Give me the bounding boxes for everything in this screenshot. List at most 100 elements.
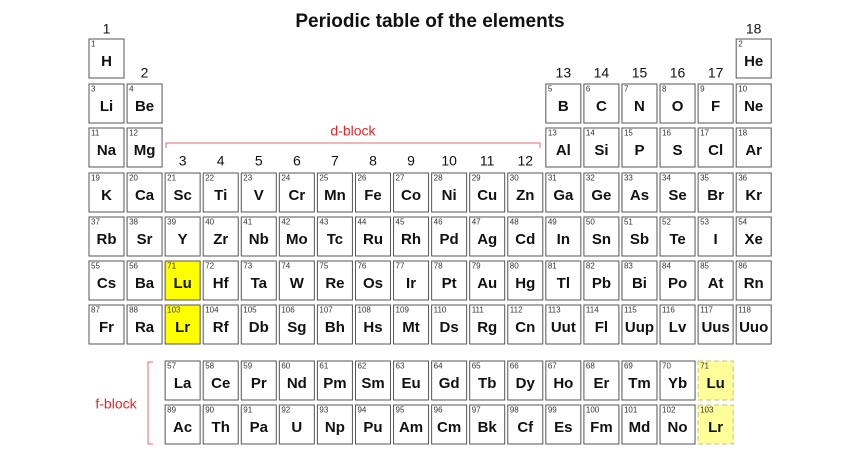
element-cell bbox=[240, 360, 277, 401]
element-symbol: Fm bbox=[590, 419, 613, 436]
atomic-number: 20 bbox=[129, 174, 138, 183]
atomic-number: 88 bbox=[129, 306, 138, 315]
element-cell bbox=[278, 360, 315, 401]
element-cell bbox=[583, 260, 620, 301]
atomic-number: 102 bbox=[662, 406, 676, 415]
element-symbol: Mo bbox=[286, 231, 308, 248]
element-cell bbox=[545, 360, 582, 401]
atomic-number: 109 bbox=[396, 306, 410, 315]
atomic-number: 9 bbox=[700, 85, 705, 94]
atomic-number: 46 bbox=[434, 218, 443, 227]
atomic-number: 116 bbox=[662, 306, 675, 315]
element-cell bbox=[583, 127, 620, 168]
atomic-number: 112 bbox=[510, 306, 523, 315]
element-symbol: Pu bbox=[363, 419, 382, 436]
atomic-number: 34 bbox=[662, 174, 671, 183]
element-cell bbox=[316, 216, 353, 257]
atomic-number: 11 bbox=[91, 129, 100, 138]
atomic-number: 100 bbox=[586, 406, 600, 415]
element-symbol: Be bbox=[135, 98, 154, 115]
atomic-number: 96 bbox=[434, 406, 443, 415]
group-number: 2 bbox=[141, 65, 149, 81]
element-symbol: Nd bbox=[287, 375, 307, 392]
atomic-number: 54 bbox=[738, 218, 747, 227]
element-cell bbox=[354, 360, 391, 401]
element-cell bbox=[393, 304, 430, 345]
atomic-number: 17 bbox=[700, 129, 709, 138]
atomic-number: 38 bbox=[129, 218, 138, 227]
element-cell bbox=[735, 216, 772, 257]
element-cell bbox=[393, 260, 430, 301]
element-symbol: Np bbox=[325, 419, 345, 436]
element-symbol: Zn bbox=[516, 187, 534, 204]
d-block-label: d-block bbox=[330, 123, 376, 139]
d-block-bracket bbox=[165, 142, 541, 148]
atomic-number: 66 bbox=[510, 362, 519, 371]
element-cell bbox=[697, 127, 734, 168]
element-cell bbox=[507, 360, 544, 401]
atomic-number: 32 bbox=[586, 174, 595, 183]
element-symbol: Ga bbox=[553, 187, 574, 204]
element-symbol: Uup bbox=[625, 319, 654, 336]
element-cell bbox=[202, 216, 239, 257]
atomic-number: 56 bbox=[129, 262, 138, 271]
element-symbol: Uut bbox=[551, 319, 576, 336]
element-symbol: Y bbox=[178, 231, 188, 248]
atomic-number: 108 bbox=[357, 306, 371, 315]
atomic-number: 29 bbox=[472, 174, 481, 183]
atomic-number: 47 bbox=[472, 218, 481, 227]
element-cell bbox=[240, 216, 277, 257]
element-cell bbox=[393, 216, 430, 257]
element-cell bbox=[583, 360, 620, 401]
element-symbol: P bbox=[634, 142, 644, 159]
atomic-number: 91 bbox=[243, 406, 252, 415]
element-cell bbox=[583, 304, 620, 345]
element-symbol: Si bbox=[594, 142, 608, 159]
element-symbol: Cd bbox=[515, 231, 535, 248]
atomic-number: 89 bbox=[167, 406, 176, 415]
element-symbol: Uuo bbox=[739, 319, 768, 336]
atomic-number: 80 bbox=[510, 262, 519, 271]
element-symbol: Mg bbox=[134, 142, 156, 159]
element-cell bbox=[583, 216, 620, 257]
element-symbol: Cr bbox=[289, 187, 306, 204]
atomic-number: 42 bbox=[281, 218, 290, 227]
element-cell bbox=[354, 216, 391, 257]
element-symbol: Pr bbox=[251, 375, 267, 392]
atomic-number: 92 bbox=[281, 406, 290, 415]
element-cell bbox=[316, 172, 353, 213]
atomic-number: 65 bbox=[472, 362, 481, 371]
atomic-number: 37 bbox=[91, 218, 100, 227]
element-symbol: Lv bbox=[669, 319, 687, 336]
element-cell bbox=[469, 360, 506, 401]
atomic-number: 18 bbox=[738, 129, 747, 138]
atomic-number: 12 bbox=[129, 129, 138, 138]
element-cell bbox=[545, 127, 582, 168]
group-number: 6 bbox=[293, 153, 301, 169]
element-cell bbox=[735, 38, 772, 79]
element-cell bbox=[431, 304, 468, 345]
element-symbol: Tl bbox=[557, 275, 570, 292]
atomic-number: 113 bbox=[548, 306, 561, 315]
element-cell bbox=[431, 216, 468, 257]
atomic-number: 74 bbox=[281, 262, 290, 271]
atomic-number: 51 bbox=[624, 218, 633, 227]
element-symbol: Sb bbox=[630, 231, 649, 248]
atomic-number: 99 bbox=[548, 406, 557, 415]
atomic-number: 71 bbox=[167, 262, 176, 271]
atomic-number: 8 bbox=[662, 85, 667, 94]
element-cell bbox=[164, 216, 201, 257]
element-cell bbox=[354, 172, 391, 213]
element-symbol: Ho bbox=[553, 375, 573, 392]
atomic-number: 53 bbox=[700, 218, 709, 227]
element-symbol: Al bbox=[556, 142, 571, 159]
element-cell bbox=[354, 404, 391, 445]
element-symbol: Sm bbox=[361, 375, 384, 392]
element-symbol: Lu bbox=[173, 275, 191, 292]
element-symbol: Sr bbox=[137, 231, 153, 248]
element-cell bbox=[354, 304, 391, 345]
element-cell bbox=[164, 304, 201, 345]
element-symbol: Hf bbox=[213, 275, 230, 292]
element-cell bbox=[240, 404, 277, 445]
element-cell bbox=[507, 404, 544, 445]
